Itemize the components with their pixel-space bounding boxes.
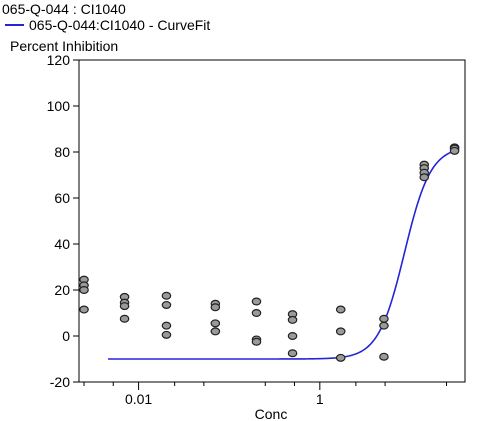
data-point bbox=[379, 321, 389, 330]
legend: 065-Q-044:CI1040 - CurveFit bbox=[5, 17, 210, 33]
chart-title: 065-Q-044 : CI1040 bbox=[2, 1, 126, 17]
y-axis-label: Percent Inhibition bbox=[10, 38, 118, 54]
data-point bbox=[251, 337, 262, 346]
y-axis: -20 0 20 40 60 80 100 120 bbox=[47, 52, 79, 390]
x-axis: 0.01 1 bbox=[83, 382, 448, 407]
data-point bbox=[379, 352, 389, 361]
y-tick-label: 100 bbox=[47, 98, 71, 114]
y-tick-label: 20 bbox=[54, 282, 70, 298]
data-point bbox=[419, 173, 430, 182]
data-point bbox=[119, 302, 130, 311]
y-tick-label: 0 bbox=[62, 328, 70, 344]
data-points bbox=[79, 143, 460, 362]
data-point bbox=[210, 327, 221, 336]
y-tick-label: 40 bbox=[54, 236, 70, 252]
curve-fit-line bbox=[108, 149, 457, 360]
data-point bbox=[79, 305, 89, 314]
data-point bbox=[161, 291, 172, 300]
y-tick-label: 80 bbox=[54, 144, 70, 160]
data-point bbox=[210, 319, 221, 328]
data-point bbox=[161, 321, 172, 330]
data-point bbox=[161, 330, 172, 339]
data-point bbox=[335, 305, 346, 314]
data-point bbox=[119, 314, 130, 323]
data-point bbox=[210, 303, 221, 312]
x-tick-label: 1 bbox=[316, 391, 324, 407]
legend-label: 065-Q-044:CI1040 - CurveFit bbox=[29, 17, 210, 33]
data-point bbox=[251, 309, 262, 318]
data-point bbox=[335, 353, 346, 362]
data-point bbox=[287, 349, 298, 358]
data-point bbox=[251, 297, 262, 306]
y-tick-label: -20 bbox=[50, 374, 70, 390]
data-point bbox=[379, 314, 389, 323]
data-point bbox=[449, 146, 460, 155]
data-point bbox=[287, 332, 298, 341]
x-tick-label: 0.01 bbox=[125, 391, 152, 407]
data-point bbox=[79, 286, 89, 295]
data-point bbox=[161, 300, 172, 309]
data-point bbox=[287, 315, 298, 324]
y-tick-label: 60 bbox=[54, 190, 70, 206]
y-tick-label: 120 bbox=[47, 52, 71, 68]
x-axis-label: Conc bbox=[255, 406, 288, 421]
data-point bbox=[335, 327, 346, 336]
plot-frame bbox=[78, 59, 466, 383]
